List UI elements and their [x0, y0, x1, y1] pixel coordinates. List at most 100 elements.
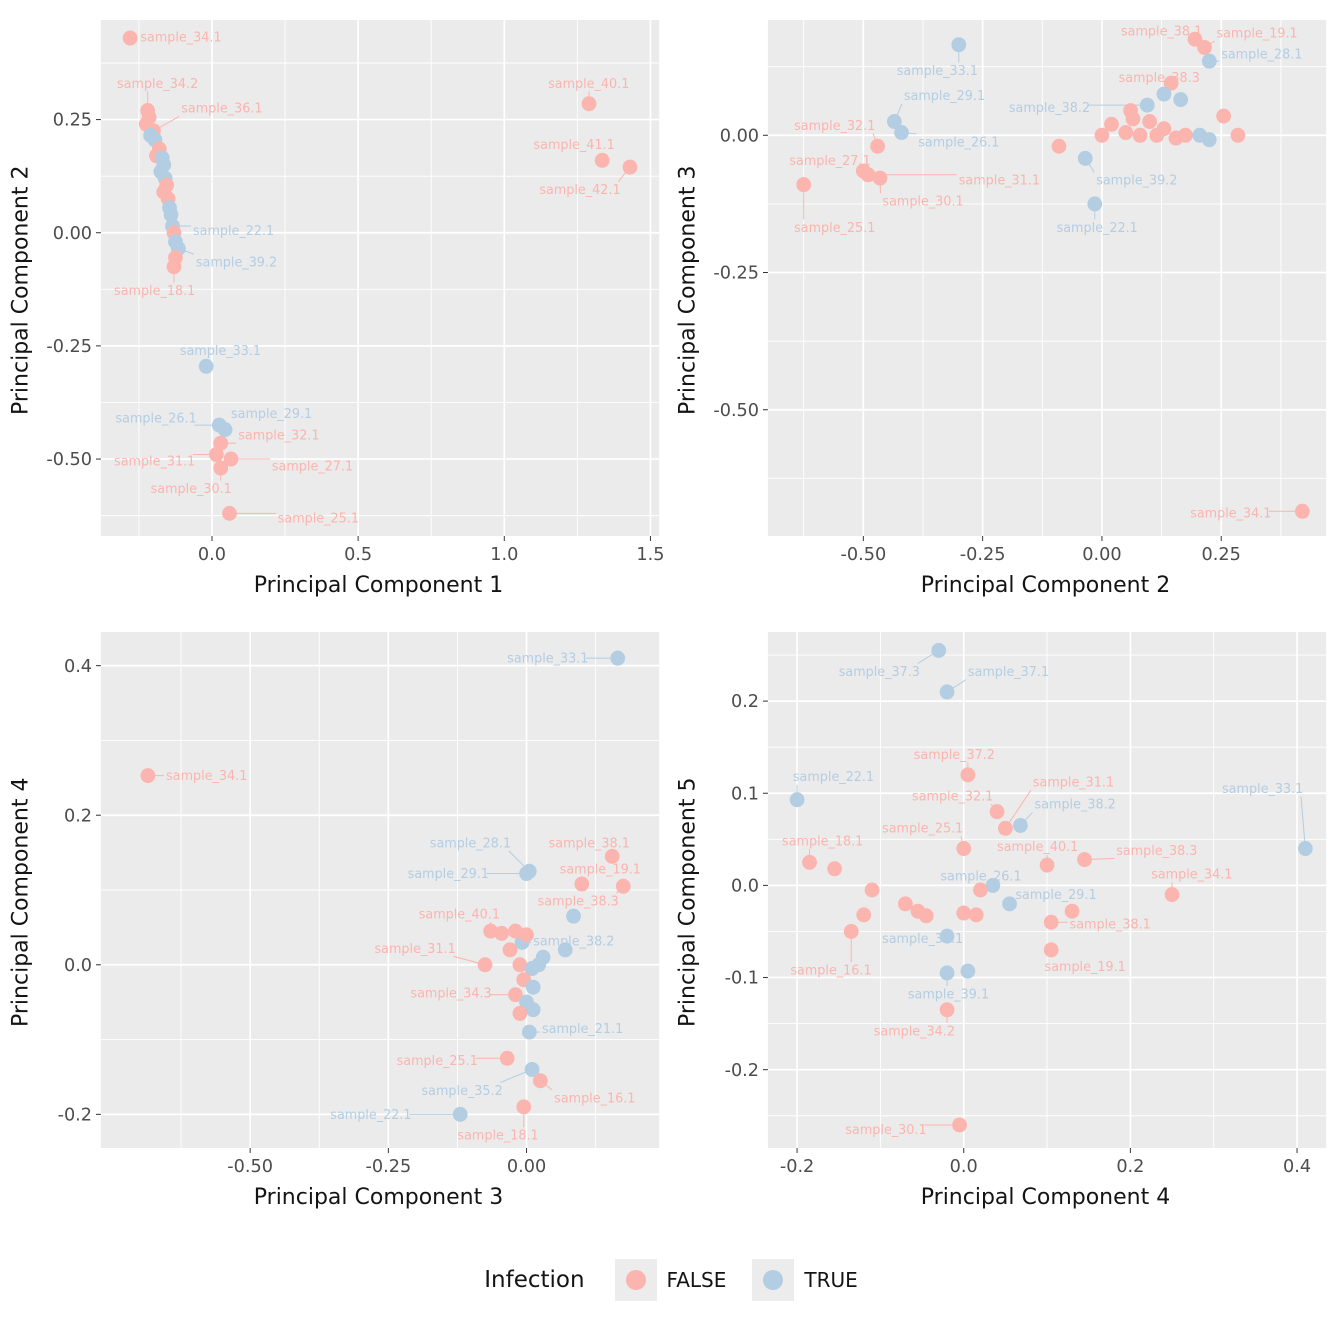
- svg-text:0.25: 0.25: [1202, 544, 1241, 565]
- svg-text:-0.25: -0.25: [365, 1156, 411, 1177]
- svg-text:0.5: 0.5: [344, 544, 372, 565]
- svg-text:sample_22.1: sample_22.1: [193, 224, 274, 239]
- svg-text:sample_38.3: sample_38.3: [538, 895, 619, 910]
- svg-text:sample_34.2: sample_34.2: [117, 77, 198, 92]
- legend-label-false: FALSE: [666, 1268, 727, 1292]
- svg-text:sample_31.1: sample_31.1: [375, 942, 456, 957]
- svg-text:sample_32.1: sample_32.1: [794, 119, 875, 134]
- panel-pc4-pc5: Principal Component 5 -0.2 0.0 0.2 0.4 -0.2-…: [671, 618, 1338, 1230]
- svg-text:0.2: 0.2: [731, 691, 759, 712]
- panel-pc1-pc2: Principal Component 2 0.0 0.5 1.0 1.5 -0.50 -…: [4, 6, 671, 618]
- svg-text:sample_19.1: sample_19.1: [1216, 27, 1297, 42]
- svg-text:1.0: 1.0: [490, 544, 518, 565]
- svg-text:sample_34.1: sample_34.1: [1151, 868, 1232, 883]
- svg-text:sample_42.1: sample_42.1: [539, 183, 620, 198]
- svg-text:-0.2: -0.2: [725, 1060, 759, 1081]
- svg-text:sample_40.1: sample_40.1: [548, 77, 629, 92]
- svg-text:sample_25.1: sample_25.1: [278, 511, 359, 526]
- svg-text:sample_26.1: sample_26.1: [940, 870, 1021, 885]
- y-axis-title: Principal Component 5: [675, 777, 701, 1027]
- svg-text:sample_31.1: sample_31.1: [959, 174, 1040, 189]
- svg-text:sample_40.1: sample_40.1: [419, 907, 500, 922]
- svg-text:-0.25: -0.25: [46, 336, 92, 357]
- svg-text:1.5: 1.5: [636, 544, 664, 565]
- svg-text:sample_26.1: sample_26.1: [918, 135, 999, 150]
- x-axis-title: Principal Component 1: [253, 573, 504, 598]
- scatter-plot-panel: -0.50 -0.25 0.00 -0.2 0.0 0.2 0.4 sample_33.1sa…: [58, 632, 660, 1177]
- svg-text:sample_29.1: sample_29.1: [231, 407, 312, 422]
- svg-text:sample_18.1: sample_18.1: [782, 834, 863, 849]
- legend-label-true: TRUE: [804, 1268, 858, 1292]
- svg-text:sample_29.1: sample_29.1: [1015, 888, 1096, 903]
- svg-text:0.4: 0.4: [1283, 1156, 1311, 1177]
- svg-text:sample_34.3: sample_34.3: [410, 987, 491, 1002]
- svg-text:sample_33.1: sample_33.1: [1222, 782, 1303, 797]
- svg-text:0.0: 0.0: [64, 955, 92, 976]
- svg-text:sample_34.1: sample_34.1: [166, 769, 247, 784]
- svg-text:0.0: 0.0: [731, 875, 759, 896]
- svg-text:sample_22.1: sample_22.1: [793, 770, 874, 785]
- svg-text:sample_39.1: sample_39.1: [908, 987, 989, 1002]
- svg-text:sample_28.1: sample_28.1: [1221, 47, 1302, 62]
- svg-text:sample_26.1: sample_26.1: [116, 412, 197, 427]
- svg-text:sample_25.1: sample_25.1: [794, 221, 875, 236]
- svg-text:sample_16.1: sample_16.1: [554, 1091, 635, 1106]
- svg-text:sample_25.1: sample_25.1: [882, 822, 963, 837]
- svg-text:-0.2: -0.2: [780, 1156, 814, 1177]
- svg-text:sample_27.1: sample_27.1: [789, 154, 870, 169]
- svg-text:-0.50: -0.50: [46, 449, 92, 470]
- svg-text:sample_31.1: sample_31.1: [114, 455, 195, 470]
- legend-item-false: FALSE: [614, 1259, 727, 1301]
- panel-pc2-pc3: Principal Component 3 -0.50 -0.25 0.00 0.25…: [671, 6, 1338, 618]
- svg-text:0.0: 0.0: [198, 544, 226, 565]
- svg-text:sample_38.3: sample_38.3: [1119, 71, 1200, 86]
- svg-text:0.00: 0.00: [507, 1156, 546, 1177]
- svg-text:sample_25.1: sample_25.1: [397, 1054, 478, 1069]
- svg-text:sample_34.2: sample_34.2: [874, 1024, 955, 1039]
- svg-text:sample_41.1: sample_41.1: [534, 138, 615, 153]
- svg-text:sample_38.1: sample_38.1: [1070, 917, 1151, 932]
- svg-text:sample_38.1: sample_38.1: [549, 836, 630, 851]
- svg-text:sample_32.1: sample_32.1: [912, 789, 993, 804]
- svg-text:sample_19.1: sample_19.1: [560, 862, 641, 877]
- svg-text:0.4: 0.4: [64, 656, 92, 677]
- svg-text:sample_16.1: sample_16.1: [790, 963, 871, 978]
- svg-text:0.00: 0.00: [1082, 544, 1121, 565]
- svg-text:sample_21.1: sample_21.1: [542, 1022, 623, 1037]
- legend-title: Infection: [484, 1267, 585, 1293]
- svg-text:sample_18.1: sample_18.1: [457, 1129, 538, 1144]
- svg-text:sample_33.1: sample_33.1: [507, 651, 588, 666]
- svg-text:sample_38.2: sample_38.2: [533, 934, 614, 949]
- y-axis-title: Principal Component 3: [675, 165, 701, 415]
- svg-text:sample_35.2: sample_35.2: [422, 1084, 503, 1099]
- svg-text:-0.50: -0.50: [227, 1156, 273, 1177]
- svg-text:sample_30.1: sample_30.1: [882, 194, 963, 209]
- svg-text:sample_22.1: sample_22.1: [330, 1108, 411, 1123]
- svg-text:sample_30.1: sample_30.1: [151, 482, 232, 497]
- svg-text:sample_19.1: sample_19.1: [1045, 960, 1126, 975]
- svg-text:sample_38.2: sample_38.2: [1009, 101, 1090, 116]
- svg-text:0.25: 0.25: [53, 110, 92, 131]
- svg-text:-0.2: -0.2: [58, 1104, 92, 1125]
- svg-text:sample_32.1: sample_32.1: [238, 428, 319, 443]
- svg-text:0.1: 0.1: [731, 783, 759, 804]
- svg-text:sample_33.1: sample_33.1: [180, 344, 261, 359]
- legend-key-true: [752, 1259, 795, 1301]
- x-axis-title: Principal Component 4: [920, 1185, 1171, 1210]
- svg-text:0.2: 0.2: [64, 805, 92, 826]
- svg-text:sample_22.1: sample_22.1: [1057, 221, 1138, 236]
- svg-text:sample_33.1: sample_33.1: [897, 64, 978, 79]
- svg-text:sample_34.1: sample_34.1: [1190, 506, 1271, 521]
- svg-text:0.00: 0.00: [720, 125, 759, 146]
- svg-text:sample_27.1: sample_27.1: [272, 459, 353, 474]
- svg-text:sample_38.3: sample_38.3: [1116, 844, 1197, 859]
- svg-text:sample_38.1: sample_38.1: [1121, 24, 1202, 39]
- y-axis-title: Principal Component 2: [8, 165, 34, 415]
- svg-text:sample_36.1: sample_36.1: [181, 102, 262, 117]
- svg-text:-0.25: -0.25: [960, 544, 1006, 565]
- scatter-plot-panel: -0.2 0.0 0.2 0.4 -0.2 -0.1 0.0 0.1 0.2 sample_37.…: [725, 632, 1327, 1177]
- svg-text:-0.50: -0.50: [840, 544, 886, 565]
- scatter-plot-panel: -0.50 -0.25 0.00 0.25 -0.50 -0.25 0.00 sample_3…: [713, 20, 1327, 565]
- svg-text:sample_38.2: sample_38.2: [1035, 798, 1116, 813]
- y-axis-title: Principal Component 4: [8, 777, 34, 1027]
